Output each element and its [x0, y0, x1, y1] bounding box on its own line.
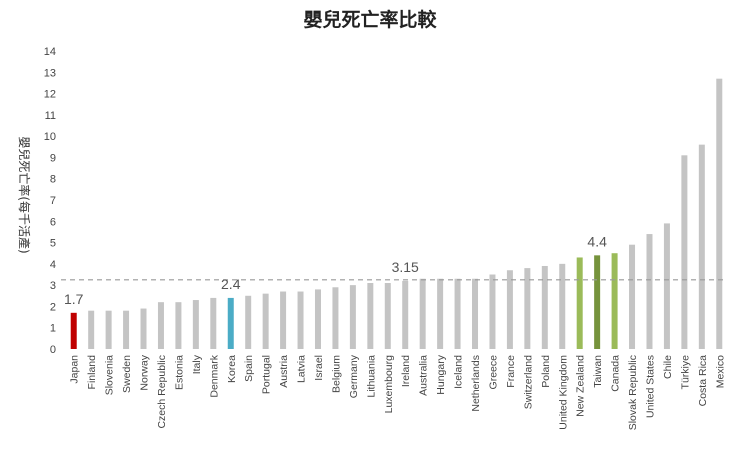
data-label: 2.4 — [221, 276, 241, 292]
bar-germany — [349, 285, 356, 349]
x-category-label: Finland — [86, 355, 98, 390]
bar-portugal — [262, 293, 269, 349]
y-tick-label: 13 — [44, 67, 56, 79]
x-category-label: Hungary — [435, 354, 447, 394]
bar-luxembourg — [384, 283, 391, 349]
x-category-label: Slovak Republic — [627, 355, 639, 430]
bar-korea — [227, 297, 234, 349]
bar-sweden — [123, 310, 130, 349]
x-category-label: Estonia — [173, 355, 185, 390]
x-category-label: Germany — [348, 354, 360, 398]
data-label: 1.7 — [64, 291, 84, 307]
x-category-label: Israel — [313, 355, 325, 381]
bar-italy — [192, 300, 199, 349]
x-category-label: Türkiye — [679, 355, 691, 390]
x-category-label: Switzerland — [522, 355, 534, 409]
bar-united-kingdom — [559, 263, 566, 349]
y-tick-label: 5 — [50, 238, 56, 250]
bar-netherlands — [472, 278, 479, 349]
bar-ireland — [402, 280, 409, 349]
x-category-label: Taiwan — [592, 355, 604, 388]
y-tick-label: 7 — [50, 195, 56, 207]
bar-australia — [419, 278, 426, 349]
bar-spain — [245, 295, 252, 349]
bar-israel — [314, 289, 321, 349]
y-tick-label: 2 — [50, 301, 56, 313]
x-category-label: Poland — [540, 355, 552, 388]
x-category-label: Canada — [610, 355, 622, 392]
y-tick-label: 6 — [50, 216, 56, 228]
x-category-label: Portugal — [261, 355, 273, 394]
x-category-label: France — [505, 355, 517, 388]
bar-mexico — [716, 78, 723, 350]
bar-t-rkiye — [681, 155, 688, 349]
chart-title: 嬰兒死亡率比較 — [303, 8, 437, 31]
bar-denmark — [210, 297, 217, 349]
x-category-label: Australia — [418, 355, 430, 396]
bar-new-zealand — [576, 257, 583, 349]
y-tick-label: 4 — [50, 259, 56, 271]
x-category-label: Norway — [139, 354, 151, 390]
bar-finland — [88, 310, 95, 349]
data-label: 3.15 — [392, 259, 419, 275]
bar-latvia — [297, 291, 304, 349]
bar-poland — [541, 265, 548, 349]
bar-belgium — [332, 287, 339, 349]
x-category-label: Italy — [191, 354, 203, 374]
y-tick-label: 8 — [50, 174, 56, 186]
x-category-label: Slovenia — [104, 355, 116, 395]
x-category-label: Korea — [226, 355, 238, 383]
bar-japan — [70, 312, 77, 349]
y-tick-label: 12 — [44, 89, 56, 101]
x-category-label: United Kingdom — [557, 355, 569, 430]
bar-austria — [280, 291, 287, 349]
y-tick-label: 0 — [50, 344, 56, 356]
bar-costa-rica — [698, 144, 705, 349]
x-category-label: Belgium — [330, 355, 342, 393]
x-category-label: New Zealand — [575, 355, 587, 417]
x-category-label: Costa Rica — [697, 355, 709, 407]
y-axis-label: 嬰兒死亡率(每千活產) — [17, 136, 32, 253]
x-category-label: United States — [644, 355, 656, 418]
y-tick-label: 14 — [44, 46, 56, 58]
bar-hungary — [437, 278, 444, 349]
y-tick-label: 11 — [45, 110, 56, 122]
y-tick-label: 1 — [50, 323, 56, 335]
x-category-label: Lithuania — [365, 355, 377, 398]
x-category-label: Latvia — [296, 355, 308, 383]
x-category-label: Luxembourg — [383, 355, 395, 414]
x-category-label: Greece — [487, 355, 499, 390]
x-category-label: Netherlands — [470, 355, 482, 412]
x-category-label: Austria — [278, 355, 290, 388]
x-category-label: Mexico — [714, 355, 726, 388]
x-category-label: Spain — [243, 355, 255, 382]
data-label: 4.4 — [587, 233, 607, 249]
bar-iceland — [454, 278, 461, 349]
x-category-label: Denmark — [208, 354, 220, 397]
bar-czech-republic — [157, 302, 164, 349]
bar-slovenia — [105, 310, 112, 349]
y-tick-label: 3 — [50, 280, 56, 292]
bar-lithuania — [367, 283, 374, 349]
x-category-label: Japan — [69, 355, 81, 384]
y-tick-label: 9 — [50, 152, 56, 164]
bar-canada — [611, 253, 618, 349]
bar-estonia — [175, 302, 182, 349]
bar-greece — [489, 274, 496, 349]
bar-chile — [663, 223, 670, 349]
bar-switzerland — [524, 268, 531, 349]
x-category-label: Iceland — [453, 355, 465, 389]
bar-taiwan — [594, 255, 601, 349]
bar-slovak-republic — [629, 244, 636, 349]
bar-france — [506, 270, 513, 349]
bar-norway — [140, 308, 147, 349]
bar-united-states — [646, 234, 653, 349]
x-category-label: Sweden — [121, 355, 133, 393]
x-category-label: Czech Republic — [156, 355, 168, 429]
x-category-label: Ireland — [400, 355, 412, 387]
y-tick-label: 10 — [44, 131, 56, 143]
x-category-label: Chile — [662, 355, 674, 379]
